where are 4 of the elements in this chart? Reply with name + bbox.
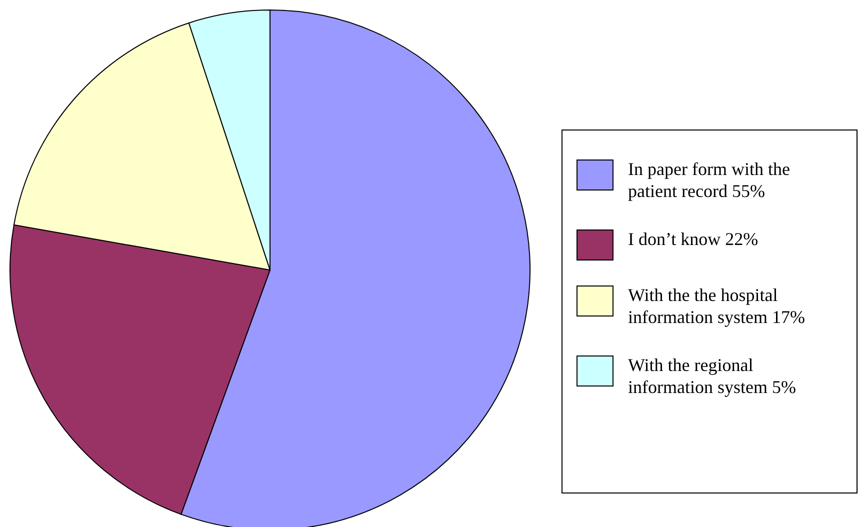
legend-label: In paper form with the patient record 55%: [628, 159, 790, 201]
legend-label: I don’t know 22%: [628, 229, 758, 249]
legend-label: With the the hospital information system 17%: [628, 285, 805, 327]
legend-label: With the regional information system 5%: [628, 355, 796, 397]
